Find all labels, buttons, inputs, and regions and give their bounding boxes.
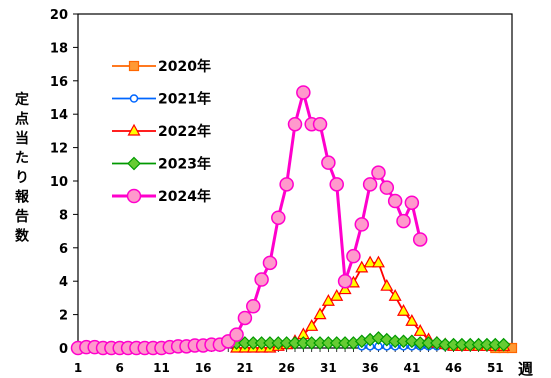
x-tick-label: 6 (116, 361, 124, 375)
y-tick-label: 18 (50, 41, 68, 56)
data-point (396, 304, 411, 316)
legend-item: 2021年 (112, 91, 211, 108)
y-tick-label: 12 (50, 142, 68, 157)
x-tick-label: 51 (487, 361, 504, 375)
legend-label: 2022年 (158, 123, 211, 140)
data-point (363, 255, 377, 268)
legend-marker (129, 94, 139, 103)
legend-label: 2024年 (158, 188, 211, 205)
data-point (329, 177, 344, 192)
y-tick-label: 16 (50, 75, 68, 90)
y-tick-label: 20 (50, 8, 68, 23)
data-point (346, 248, 361, 264)
legend-marker (127, 156, 141, 171)
y-tick-label: 0 (59, 342, 68, 357)
x-tick-label: 36 (362, 361, 379, 375)
x-tick-label: 26 (278, 361, 295, 375)
data-point (296, 85, 311, 100)
data-point (237, 310, 253, 326)
legend-marker (128, 60, 140, 72)
legend-label: 2023年 (158, 156, 211, 173)
data-point (387, 193, 403, 209)
legend-item: 2020年 (112, 58, 211, 75)
data-point (388, 288, 402, 301)
data-point (354, 217, 370, 232)
data-point (312, 116, 328, 132)
data-point (379, 180, 395, 195)
data-point (287, 116, 303, 132)
legend-item: 2024年 (112, 188, 211, 205)
data-point (371, 255, 385, 268)
x-tick-label: 31 (320, 361, 337, 375)
data-point (396, 213, 411, 229)
data-point (262, 255, 278, 271)
legend-label: 2021年 (158, 91, 211, 108)
y-tick-label: 6 (59, 242, 68, 257)
data-point (321, 155, 336, 170)
legend-marker (126, 188, 142, 204)
data-point (412, 232, 428, 247)
data-point (254, 272, 269, 287)
x-axis-label: 週 (518, 360, 533, 378)
legend-label: 2020年 (158, 58, 211, 75)
data-point (371, 165, 386, 180)
data-point (246, 299, 261, 314)
x-tick-label: 11 (153, 361, 170, 375)
data-point (330, 288, 344, 301)
data-point (337, 273, 353, 289)
data-point (305, 319, 319, 331)
x-tick-label: 21 (237, 361, 254, 375)
x-tick-label: 16 (195, 361, 212, 375)
legend-item: 2022年 (112, 123, 211, 140)
legend-marker (127, 123, 141, 136)
y-tick-label: 4 (59, 275, 68, 290)
y-tick-label: 14 (50, 108, 68, 123)
y-tick-label: 8 (59, 208, 68, 223)
x-tick-label: 46 (445, 361, 462, 375)
data-point (413, 324, 427, 336)
data-point (338, 282, 352, 295)
data-point (271, 210, 286, 225)
series-4 (229, 331, 511, 352)
data-point (229, 327, 244, 342)
y-axis-label: 定点当たり報告数 (15, 91, 30, 245)
data-point (405, 314, 419, 326)
data-point (496, 337, 511, 352)
data-point (362, 177, 378, 192)
data-point (279, 177, 294, 192)
x-tick-label: 41 (403, 361, 420, 375)
y-tick-label: 10 (50, 175, 68, 190)
series-5 (70, 85, 428, 356)
data-point (313, 307, 327, 320)
data-point (404, 195, 420, 210)
data-point (380, 278, 394, 291)
y-tick-label: 2 (59, 309, 68, 324)
legend-item: 2023年 (112, 156, 211, 173)
x-tick-label: 1 (74, 361, 82, 375)
